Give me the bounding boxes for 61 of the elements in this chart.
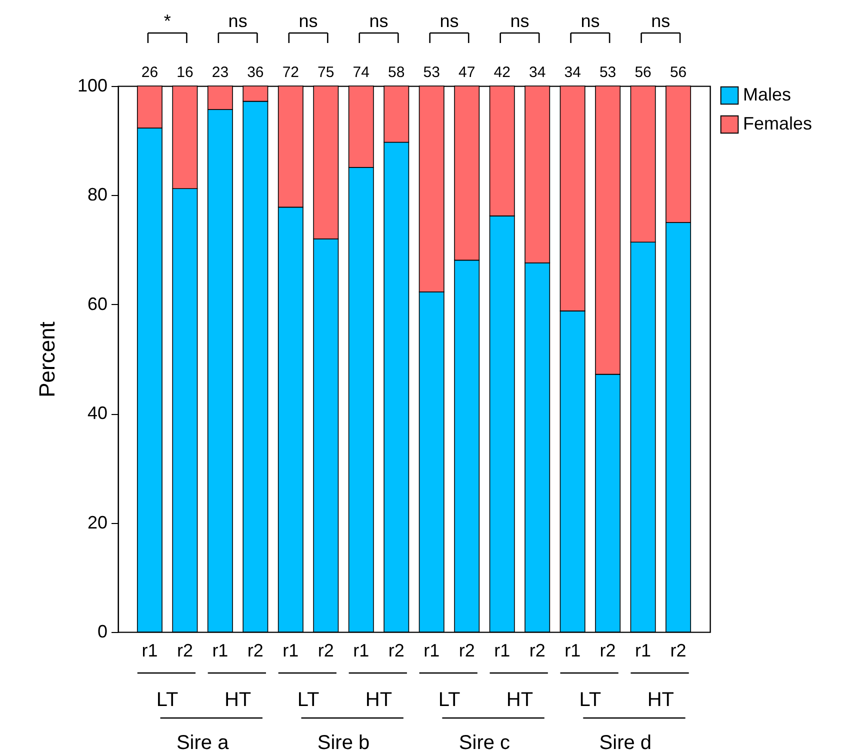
text: HT (506, 689, 534, 711)
text: 36 (247, 64, 264, 81)
text: 16 (176, 64, 194, 81)
text: 34 (528, 64, 546, 81)
y-tick-label: 60 (87, 294, 108, 314)
text: 75 (318, 64, 334, 81)
text: Sire c (458, 732, 510, 754)
text: Sire a (176, 732, 230, 754)
text: ns (510, 11, 530, 31)
x-tick-label: r1 (212, 640, 228, 660)
text: * (164, 11, 171, 31)
text: 53 (599, 64, 616, 81)
x-tick-label: r2 (247, 640, 264, 660)
text: ns (440, 11, 459, 31)
text: LT (297, 689, 320, 711)
x-tick-label: r1 (282, 640, 299, 660)
legend-label: Females (743, 114, 812, 134)
text: Sire d (599, 732, 652, 754)
x-tick-label: r1 (424, 640, 440, 660)
text: 47 (458, 64, 476, 81)
y-tick-label: 20 (87, 512, 108, 532)
text: 58 (388, 64, 405, 81)
y-tick-label: 100 (77, 76, 108, 96)
text: ns (298, 11, 318, 31)
text: 53 (423, 64, 440, 81)
text: 23 (212, 64, 229, 81)
x-tick-label: r1 (353, 640, 370, 660)
x-tick-label: r2 (529, 640, 546, 660)
text: LT (579, 689, 602, 711)
legend-label: Males (743, 84, 792, 104)
text: LT (438, 689, 460, 711)
x-tick-label: r2 (600, 640, 616, 660)
y-tick-label: 80 (87, 184, 108, 205)
x-tick-label: r2 (388, 640, 404, 660)
text: ns (580, 11, 600, 31)
x-tick-label: r1 (142, 640, 158, 660)
x-tick-label: r2 (176, 640, 193, 660)
x-tick-label: r1 (635, 640, 652, 660)
text: ns (369, 11, 388, 31)
y-tick-label: 40 (87, 403, 108, 424)
text: ns (651, 11, 670, 31)
text: 74 (352, 64, 370, 81)
text: 26 (141, 64, 158, 81)
x-tick-label: r2 (670, 640, 686, 660)
text: Sire b (317, 732, 370, 754)
y-axis-title: Percent (34, 322, 60, 398)
text: ns (228, 11, 248, 31)
text: 56 (634, 64, 652, 81)
text: LT (156, 689, 178, 711)
x-tick-label: r1 (494, 640, 510, 660)
x-tick-label: r2 (318, 640, 334, 660)
y-tick-label: 0 (97, 622, 108, 642)
x-tick-label: r1 (564, 640, 581, 660)
text: 56 (670, 64, 687, 81)
text: HT (224, 689, 252, 711)
text: 72 (282, 64, 300, 81)
x-tick-label: r2 (458, 640, 475, 660)
text: 34 (564, 64, 581, 81)
text: HT (647, 689, 674, 711)
text: HT (365, 689, 392, 711)
text: 42 (494, 64, 510, 81)
